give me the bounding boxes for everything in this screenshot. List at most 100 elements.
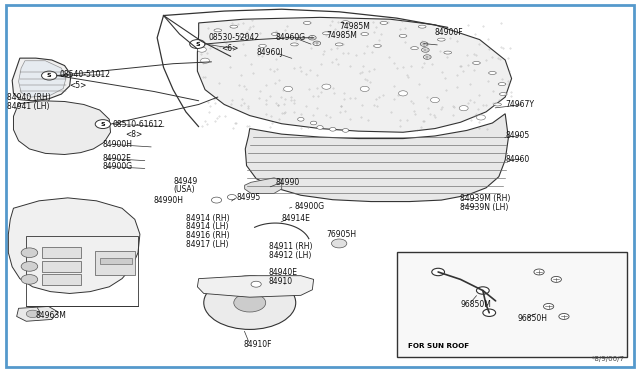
Text: 96850M: 96850M bbox=[461, 300, 492, 309]
Circle shape bbox=[95, 120, 111, 129]
Polygon shape bbox=[197, 17, 511, 132]
Text: S: S bbox=[195, 42, 200, 46]
Circle shape bbox=[360, 86, 369, 92]
Ellipse shape bbox=[472, 61, 480, 64]
Polygon shape bbox=[95, 251, 135, 275]
Text: 84914 (LH): 84914 (LH) bbox=[186, 222, 228, 231]
Ellipse shape bbox=[488, 71, 496, 74]
Circle shape bbox=[330, 128, 336, 131]
Text: 84940E: 84940E bbox=[269, 268, 298, 277]
Text: FOR SUN ROOF: FOR SUN ROOF bbox=[408, 343, 469, 349]
Ellipse shape bbox=[444, 51, 452, 54]
Circle shape bbox=[483, 309, 495, 317]
Bar bbox=[397, 251, 627, 357]
Text: 84900G: 84900G bbox=[294, 202, 324, 211]
Text: 84963M: 84963M bbox=[36, 311, 67, 320]
Text: <8>: <8> bbox=[125, 129, 143, 139]
Text: 96850H: 96850H bbox=[518, 314, 548, 323]
Circle shape bbox=[308, 36, 316, 40]
Polygon shape bbox=[12, 58, 71, 101]
Circle shape bbox=[460, 106, 468, 111]
Circle shape bbox=[298, 118, 304, 121]
Circle shape bbox=[204, 276, 296, 330]
Ellipse shape bbox=[374, 44, 381, 47]
Text: 08510-61612: 08510-61612 bbox=[113, 120, 163, 129]
Text: 84960: 84960 bbox=[505, 155, 529, 164]
Polygon shape bbox=[42, 247, 81, 258]
Ellipse shape bbox=[323, 32, 330, 35]
Text: 84916 (RH): 84916 (RH) bbox=[186, 231, 230, 240]
Ellipse shape bbox=[498, 83, 506, 86]
Text: 84914 (RH): 84914 (RH) bbox=[186, 214, 230, 223]
Text: <6>: <6> bbox=[221, 44, 238, 53]
Ellipse shape bbox=[419, 25, 426, 28]
Text: 84900F: 84900F bbox=[435, 28, 463, 37]
Text: 84949: 84949 bbox=[173, 177, 197, 186]
Text: 84910F: 84910F bbox=[243, 340, 272, 349]
Circle shape bbox=[317, 126, 323, 129]
Ellipse shape bbox=[271, 33, 279, 36]
Polygon shape bbox=[19, 61, 66, 97]
Circle shape bbox=[559, 314, 569, 320]
Circle shape bbox=[476, 115, 485, 120]
Polygon shape bbox=[42, 261, 81, 272]
Circle shape bbox=[200, 58, 209, 63]
Ellipse shape bbox=[259, 44, 266, 47]
Polygon shape bbox=[197, 276, 314, 297]
Polygon shape bbox=[8, 198, 140, 294]
Ellipse shape bbox=[493, 103, 501, 106]
Text: 84911 (RH): 84911 (RH) bbox=[269, 242, 312, 251]
Circle shape bbox=[197, 47, 206, 52]
Ellipse shape bbox=[239, 35, 247, 37]
Circle shape bbox=[21, 275, 38, 284]
Circle shape bbox=[42, 71, 57, 80]
Circle shape bbox=[420, 42, 428, 46]
Circle shape bbox=[211, 197, 221, 203]
Text: 84990H: 84990H bbox=[154, 196, 184, 205]
Circle shape bbox=[424, 55, 431, 59]
Circle shape bbox=[26, 310, 39, 318]
Text: 74985M: 74985M bbox=[326, 31, 357, 40]
Text: 84939M (RH): 84939M (RH) bbox=[461, 194, 511, 203]
Text: 84960J: 84960J bbox=[256, 48, 283, 57]
Circle shape bbox=[189, 39, 205, 48]
Circle shape bbox=[431, 97, 440, 103]
Ellipse shape bbox=[230, 25, 237, 28]
Polygon shape bbox=[17, 307, 58, 321]
Text: S: S bbox=[100, 122, 105, 126]
Ellipse shape bbox=[411, 46, 419, 49]
Text: 76905H: 76905H bbox=[326, 230, 356, 239]
Ellipse shape bbox=[399, 35, 407, 37]
Circle shape bbox=[543, 304, 554, 310]
Circle shape bbox=[534, 269, 544, 275]
Circle shape bbox=[332, 239, 347, 248]
Ellipse shape bbox=[214, 29, 221, 32]
Text: 84995: 84995 bbox=[237, 193, 261, 202]
Ellipse shape bbox=[499, 93, 507, 96]
Ellipse shape bbox=[361, 33, 369, 36]
Polygon shape bbox=[42, 274, 81, 285]
Ellipse shape bbox=[438, 38, 445, 41]
Ellipse shape bbox=[291, 43, 298, 46]
Ellipse shape bbox=[342, 21, 349, 24]
Circle shape bbox=[21, 248, 38, 257]
Circle shape bbox=[310, 121, 317, 125]
Circle shape bbox=[342, 129, 349, 132]
Text: 84900H: 84900H bbox=[103, 140, 133, 149]
Text: S: S bbox=[47, 73, 52, 78]
Circle shape bbox=[284, 86, 292, 92]
Circle shape bbox=[251, 281, 261, 287]
Circle shape bbox=[551, 276, 561, 282]
Text: 08530-52042: 08530-52042 bbox=[208, 33, 259, 42]
Text: 84917 (LH): 84917 (LH) bbox=[186, 240, 228, 249]
Text: 84990: 84990 bbox=[275, 178, 300, 187]
Text: 84902E: 84902E bbox=[103, 154, 132, 163]
Polygon shape bbox=[244, 178, 282, 193]
Text: 84914E: 84914E bbox=[282, 214, 310, 223]
Text: *8/9/00/7: *8/9/00/7 bbox=[592, 356, 625, 362]
Circle shape bbox=[476, 287, 489, 294]
Text: 08540-51012: 08540-51012 bbox=[60, 70, 111, 79]
Text: 84910: 84910 bbox=[269, 277, 293, 286]
Text: 74967Y: 74967Y bbox=[505, 100, 534, 109]
Text: 84960G: 84960G bbox=[275, 33, 305, 42]
